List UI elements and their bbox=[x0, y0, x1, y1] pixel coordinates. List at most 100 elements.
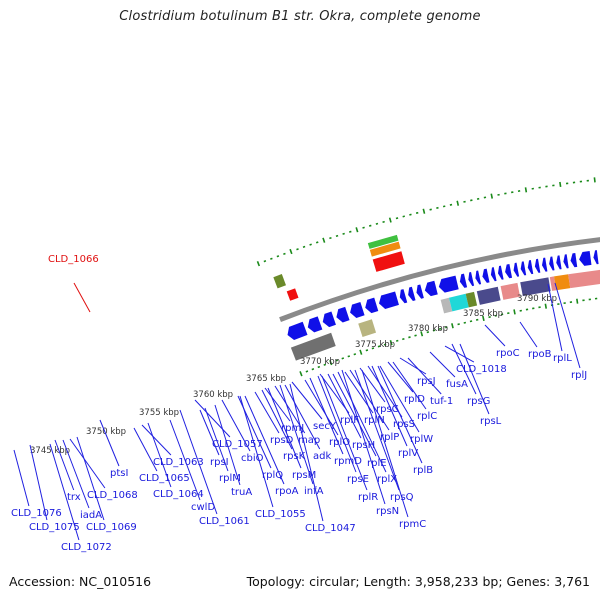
leader-line bbox=[261, 389, 293, 450]
gene-label[interactable]: CLD_1055 bbox=[255, 509, 306, 520]
leader-line bbox=[147, 422, 172, 488]
gene-label[interactable]: CLD_1064 bbox=[153, 489, 204, 500]
inner-tick bbox=[353, 353, 357, 356]
gene-label[interactable]: CLD_1018 bbox=[456, 364, 507, 375]
leader-line bbox=[141, 424, 172, 456]
gene-label[interactable]: rplN bbox=[364, 415, 385, 426]
gene-label[interactable]: rpoB bbox=[528, 349, 552, 360]
gene-arrow bbox=[438, 275, 459, 293]
leader-line bbox=[267, 387, 302, 469]
gene-label[interactable]: rplM bbox=[219, 473, 241, 484]
gene-label[interactable]: rpsM bbox=[292, 470, 316, 481]
gene-label[interactable]: CLD_1057 bbox=[212, 439, 263, 450]
outer-tick bbox=[289, 248, 293, 255]
leader-line bbox=[317, 375, 357, 473]
gene-label[interactable]: rplJ bbox=[571, 370, 587, 381]
leader-line bbox=[29, 444, 48, 521]
gene-label[interactable]: infA bbox=[304, 486, 324, 497]
gene-label[interactable]: rplD bbox=[404, 394, 425, 405]
gene-label[interactable]: rplO bbox=[329, 437, 350, 448]
gene-label[interactable]: rpsG bbox=[467, 396, 490, 407]
gene-label[interactable]: CLD_1076 bbox=[11, 508, 62, 519]
kbp-label: 3775 kbp bbox=[355, 340, 395, 350]
gene-label[interactable]: secY bbox=[313, 421, 337, 432]
gene-label[interactable]: rpoC bbox=[496, 348, 520, 359]
inner-tick bbox=[347, 355, 351, 358]
gene-label[interactable]: rplF bbox=[340, 415, 359, 426]
gene-label[interactable]: tuf-1 bbox=[430, 396, 453, 407]
gene-label[interactable]: rpmJ bbox=[281, 423, 304, 434]
highlighted-gene-label[interactable]: CLD_1066 bbox=[48, 254, 99, 265]
outer-tick bbox=[315, 241, 319, 244]
gene-label[interactable]: rpsD bbox=[270, 435, 294, 446]
gene-label[interactable]: rpsS bbox=[393, 419, 415, 430]
gene-label[interactable]: CLD_1063 bbox=[153, 457, 204, 468]
kbp-label: 3750 kbp bbox=[86, 427, 126, 437]
gene-label[interactable]: cbiO bbox=[241, 453, 264, 464]
gene-label[interactable]: rpsC bbox=[376, 404, 399, 415]
gene-label[interactable]: fusA bbox=[446, 379, 468, 390]
gene-label[interactable]: adk bbox=[313, 451, 331, 462]
inner-tick bbox=[311, 368, 315, 371]
gene-label[interactable]: rplX bbox=[377, 474, 397, 485]
gene-label[interactable]: CLD_1069 bbox=[86, 522, 137, 533]
gene-label[interactable]: rpsQ bbox=[390, 492, 414, 503]
gene-label[interactable]: truA bbox=[231, 487, 252, 498]
inner-tick bbox=[335, 359, 339, 362]
gene-label[interactable]: trx bbox=[67, 492, 81, 503]
gene-label[interactable]: rplB bbox=[413, 465, 433, 476]
gene-label[interactable]: rpsN bbox=[376, 506, 399, 517]
leader-line bbox=[361, 369, 409, 518]
cog-block bbox=[465, 291, 478, 308]
leader-line bbox=[444, 345, 475, 363]
accession-text: Accession: NC_010516 bbox=[9, 574, 152, 589]
gene-label[interactable]: rpoA bbox=[275, 486, 299, 497]
cog-block bbox=[520, 277, 551, 297]
gene-label[interactable]: rpmD bbox=[334, 456, 362, 467]
gene-label[interactable]: CLD_1072 bbox=[61, 542, 112, 553]
leader-line bbox=[429, 351, 456, 378]
gene-label[interactable]: rpsL bbox=[480, 416, 502, 427]
gene-label[interactable]: rplW bbox=[410, 434, 433, 445]
gene-label[interactable]: rpsI bbox=[210, 457, 229, 468]
outer-tick bbox=[283, 252, 286, 256]
gene-label[interactable]: CLD_1068 bbox=[87, 490, 138, 501]
gene-label[interactable]: CLD_1061 bbox=[199, 516, 250, 527]
leader-line bbox=[367, 365, 403, 418]
gene-label[interactable]: CLD_1047 bbox=[305, 523, 356, 534]
gene-label[interactable]: rplQ bbox=[262, 470, 283, 481]
leader-line bbox=[341, 369, 386, 505]
gene-arrow bbox=[570, 252, 578, 268]
gene-label[interactable]: rplE bbox=[367, 458, 387, 469]
gene-label[interactable]: ptsI bbox=[110, 468, 128, 479]
cog-category-track bbox=[290, 269, 600, 361]
gene-label[interactable]: rplP bbox=[380, 432, 399, 443]
genome-backbone bbox=[279, 237, 600, 322]
gene-label[interactable]: iadA bbox=[80, 510, 102, 521]
leader-line bbox=[349, 369, 390, 431]
gene-label[interactable]: rplV bbox=[398, 448, 418, 459]
gene-arrow bbox=[336, 306, 350, 323]
leader-line bbox=[169, 419, 201, 501]
gene-arrow bbox=[468, 272, 475, 287]
leader-line bbox=[49, 443, 80, 541]
gene-label[interactable]: rpsH bbox=[352, 440, 375, 451]
gene-label[interactable]: rplC bbox=[417, 411, 437, 422]
leader-line bbox=[371, 365, 408, 447]
gene-label[interactable]: map bbox=[298, 435, 320, 446]
leader-line bbox=[459, 343, 490, 415]
cog-block bbox=[440, 297, 453, 314]
gene-label[interactable]: rplL bbox=[553, 353, 572, 364]
gene-label[interactable]: CLD_1075 bbox=[29, 522, 80, 533]
gene-label[interactable]: rpmC bbox=[399, 519, 426, 530]
gene-label[interactable]: rpsK bbox=[283, 451, 306, 462]
gene-label[interactable]: cwlD bbox=[191, 502, 215, 513]
leader-line bbox=[337, 371, 387, 473]
gene-label[interactable]: rpsJ bbox=[417, 376, 436, 387]
gene-label[interactable]: rplR bbox=[358, 492, 378, 503]
gene-label[interactable]: CLD_1065 bbox=[139, 473, 190, 484]
gene-label[interactable]: rpsE bbox=[347, 474, 369, 485]
inner-tick bbox=[317, 365, 321, 369]
gene-arrow bbox=[579, 251, 592, 266]
